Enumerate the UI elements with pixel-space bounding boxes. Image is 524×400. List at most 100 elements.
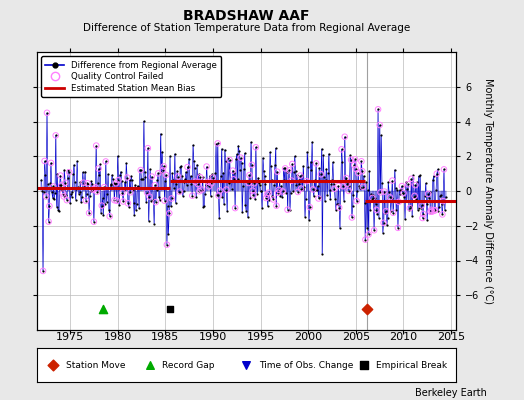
Point — [376, 122, 384, 128]
Point — [241, 150, 249, 156]
Point — [318, 146, 326, 152]
Point — [202, 182, 210, 188]
Point — [359, 184, 367, 190]
Point — [440, 166, 448, 172]
Point — [343, 181, 351, 187]
Point — [216, 187, 224, 194]
Point — [110, 197, 118, 204]
Point — [159, 163, 168, 170]
Point — [182, 169, 190, 175]
Point — [96, 161, 104, 167]
Point — [191, 164, 199, 171]
Point — [123, 174, 132, 181]
Point — [388, 177, 397, 184]
Point — [232, 156, 240, 162]
Point — [150, 220, 158, 227]
Point — [353, 198, 361, 204]
Point — [242, 208, 250, 214]
Point — [112, 180, 121, 186]
Point — [418, 202, 426, 209]
Point — [283, 206, 292, 213]
Point — [356, 185, 364, 191]
Point — [406, 205, 414, 211]
Text: Berkeley Earth: Berkeley Earth — [416, 388, 487, 398]
Point — [365, 168, 374, 174]
Point — [236, 167, 244, 174]
Point — [348, 214, 356, 221]
Point — [279, 188, 287, 195]
Point — [228, 186, 236, 192]
Point — [154, 170, 162, 176]
Point — [126, 189, 135, 196]
Point — [261, 180, 269, 187]
Point — [148, 184, 157, 191]
Point — [287, 178, 296, 184]
Point — [287, 178, 296, 184]
Point — [184, 164, 192, 170]
Point — [338, 159, 346, 165]
Point — [49, 362, 58, 368]
Point — [380, 188, 389, 195]
Point — [153, 176, 161, 183]
Point — [66, 200, 74, 206]
Point — [387, 207, 395, 214]
Point — [196, 174, 204, 180]
Point — [404, 181, 412, 188]
Point — [205, 173, 214, 179]
Point — [404, 181, 412, 188]
Point — [325, 150, 333, 157]
Point — [180, 179, 189, 185]
Point — [189, 142, 197, 148]
Point — [279, 165, 288, 172]
Point — [415, 205, 423, 212]
Point — [250, 180, 258, 186]
Point — [252, 144, 260, 150]
Point — [134, 184, 143, 190]
Point — [217, 146, 226, 152]
Point — [378, 180, 386, 187]
Text: 2015: 2015 — [437, 332, 465, 342]
Point — [441, 194, 450, 200]
Point — [162, 172, 170, 178]
Point — [355, 182, 363, 189]
Point — [63, 197, 71, 203]
Point — [51, 190, 59, 197]
Point — [114, 177, 123, 183]
Point — [108, 172, 116, 178]
Point — [210, 178, 219, 184]
Point — [330, 186, 339, 192]
Point — [436, 192, 445, 198]
Point — [398, 183, 406, 189]
Point — [359, 172, 368, 179]
Point — [374, 106, 383, 112]
Point — [201, 191, 209, 197]
Point — [82, 191, 91, 197]
Point — [341, 134, 349, 140]
Point — [64, 167, 73, 174]
Point — [209, 174, 217, 181]
Point — [336, 179, 345, 186]
Point — [389, 210, 397, 216]
Point — [296, 172, 304, 179]
Point — [86, 192, 94, 199]
Point — [195, 188, 204, 194]
Point — [139, 176, 147, 183]
Point — [200, 203, 209, 209]
Point — [271, 145, 280, 152]
Point — [309, 186, 317, 193]
Point — [395, 199, 403, 205]
Point — [430, 207, 439, 214]
Point — [63, 174, 72, 181]
Point — [105, 213, 114, 220]
Point — [56, 172, 64, 179]
Point — [259, 154, 267, 161]
Point — [100, 184, 108, 190]
Point — [322, 176, 330, 183]
Point — [398, 183, 406, 189]
Point — [119, 198, 127, 205]
Point — [328, 177, 336, 184]
Point — [419, 211, 428, 217]
Point — [188, 192, 196, 199]
Point — [82, 197, 90, 204]
Point — [421, 180, 430, 187]
